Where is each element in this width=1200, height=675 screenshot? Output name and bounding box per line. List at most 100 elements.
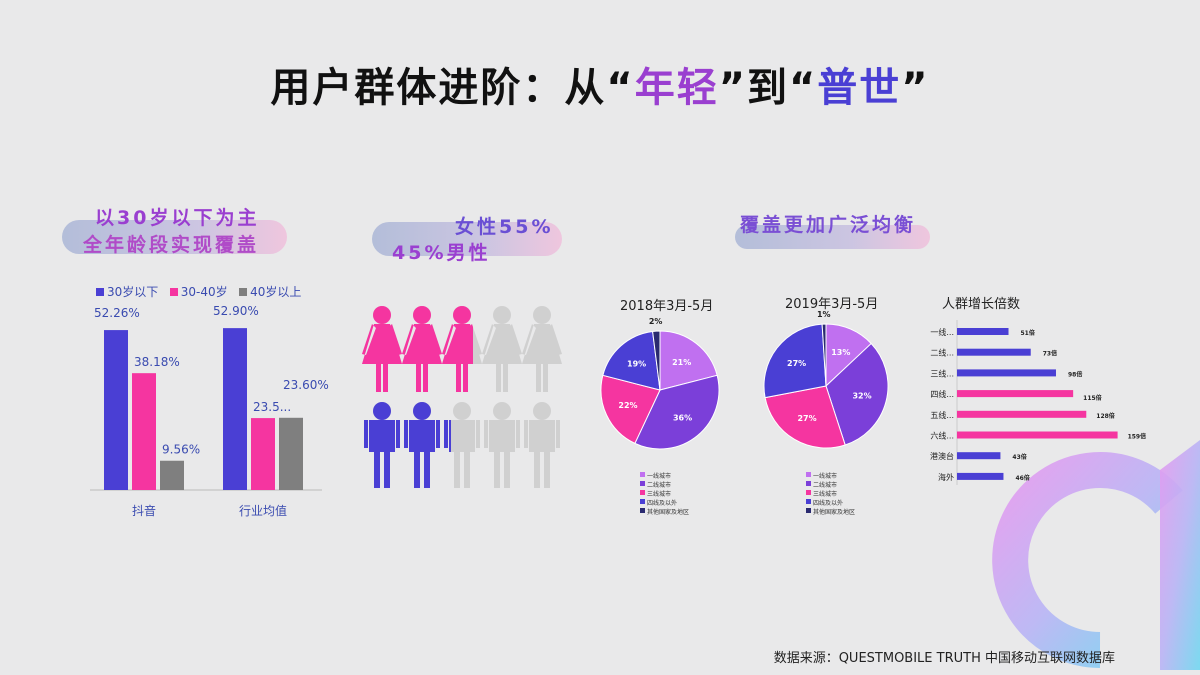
legend-label: 30-40岁 [180, 285, 228, 299]
y-tick-label: 二线... [930, 348, 954, 358]
hbar-data-label: 98倍 [1068, 370, 1082, 378]
section2-heading-1: 女性55% [455, 216, 554, 238]
legend-label: 三线城市 [813, 490, 837, 498]
y-tick-label: 五线... [930, 410, 954, 420]
female-icon [362, 306, 402, 392]
pie-slice [821, 323, 827, 387]
legend-swatch [806, 472, 811, 477]
pie-2018-title: 2018年3月-5月 [620, 299, 714, 314]
pie-data-label: 2% [649, 317, 663, 326]
section1-heading-1: 以30岁以下为主 [95, 207, 260, 229]
pie-slice [763, 323, 827, 399]
bar-legend: 30岁以下 30-40岁 40岁以上 [96, 283, 301, 300]
hbar [957, 369, 1056, 377]
pie-data-label: 1% [817, 310, 831, 319]
heading-pill [372, 222, 562, 256]
y-tick-label: 六线... [930, 431, 954, 441]
pie-data-label: 32% [852, 391, 871, 400]
page-title: 用户群体进阶：从“年轻”到“普世” [270, 65, 930, 111]
legend-label: 三线城市 [647, 490, 671, 498]
legend-label: 四线及以外 [813, 499, 843, 507]
data-source: 数据来源：QUESTMOBILE TRUTH 中国移动互联网数据库 [773, 651, 1115, 666]
legend-label: 其他国家及地区 [813, 508, 855, 516]
y-tick-label: 海外 [938, 472, 954, 482]
legend-swatch [640, 508, 645, 513]
pie-data-label: 36% [673, 413, 692, 422]
hbar-title: 人群增长倍数 [942, 297, 1021, 312]
hbar [957, 348, 1031, 356]
pie-slice [652, 330, 661, 391]
section2-heading-2: 45%男性 [392, 242, 491, 264]
x-tick-label: 行业均值 [239, 503, 287, 518]
heading-pill [62, 220, 287, 254]
pie-slice [634, 374, 720, 450]
legend-swatch [640, 499, 645, 504]
pie-data-label: 19% [627, 359, 646, 368]
hbar-data-label: 46倍 [1015, 474, 1029, 482]
female-icon [482, 306, 522, 392]
pie-slice [764, 385, 846, 449]
male-icon [524, 402, 560, 488]
female-icon [522, 306, 562, 392]
pie-2019-title: 2019年3月-5月 [785, 297, 879, 312]
pie-slice [659, 330, 718, 391]
bar [104, 330, 128, 490]
legend-swatch [96, 288, 104, 296]
legend-swatch [640, 490, 645, 495]
male-icon [364, 402, 400, 488]
legend-label: 四线及以外 [647, 499, 677, 507]
bar [160, 460, 184, 490]
male-icon [404, 402, 440, 488]
pie-slice [602, 330, 661, 391]
bar-data-label: 23.5... [253, 400, 291, 414]
pie-data-label: 13% [831, 348, 850, 357]
heading-pill [735, 225, 930, 249]
y-tick-label: 港澳台 [930, 451, 954, 461]
pie-data-label: 21% [672, 358, 691, 367]
female-icon [442, 306, 482, 392]
hbar-data-label: 51倍 [1021, 329, 1035, 337]
legend-label: 其他国家及地区 [647, 508, 689, 516]
bar-data-label: 9.56% [162, 443, 200, 457]
legend-swatch [806, 490, 811, 495]
pie-slice [825, 342, 889, 446]
hbar-data-label: 115倍 [1083, 394, 1102, 402]
legend-label: 二线城市 [813, 481, 837, 489]
legend-label: 一线城市 [647, 472, 671, 480]
bar-data-label: 38.18% [134, 355, 180, 369]
legend-label: 二线城市 [647, 481, 671, 489]
hbar-data-label: 43倍 [1012, 453, 1026, 461]
female-icon [402, 306, 442, 392]
bar [223, 328, 247, 490]
legend-swatch [640, 472, 645, 477]
bar-data-label: 23.60% [283, 378, 329, 392]
y-tick-label: 四线... [930, 389, 954, 399]
decorative-arc [1160, 440, 1200, 670]
hbar [957, 410, 1087, 418]
bar-data-label: 52.26% [94, 306, 140, 320]
bar [251, 418, 275, 490]
legend-swatch [806, 499, 811, 504]
x-tick-label: 抖音 [132, 503, 156, 518]
y-tick-label: 三线... [930, 368, 954, 378]
hbar [957, 390, 1074, 398]
hbar [957, 472, 1004, 480]
legend-label: 一线城市 [813, 472, 837, 480]
bar [132, 373, 156, 490]
hbar-data-label: 73倍 [1043, 350, 1057, 358]
hbar [957, 328, 1009, 335]
legend-label: 30岁以下 [107, 285, 159, 299]
male-icon [444, 402, 480, 488]
legend-swatch [806, 481, 811, 486]
hbar [957, 452, 1001, 460]
male-icon [484, 402, 520, 488]
bar-data-label: 52.90% [213, 304, 259, 318]
legend-swatch [169, 288, 178, 296]
legend-label: 40岁以上 [250, 285, 302, 299]
section1-heading-2: 全年龄段实现覆盖 [83, 234, 260, 256]
pie-slice [600, 374, 661, 445]
legend-swatch [640, 481, 645, 486]
pie-data-label: 27% [797, 414, 816, 423]
section3-heading: 覆盖更加广泛均衡 [740, 214, 917, 236]
